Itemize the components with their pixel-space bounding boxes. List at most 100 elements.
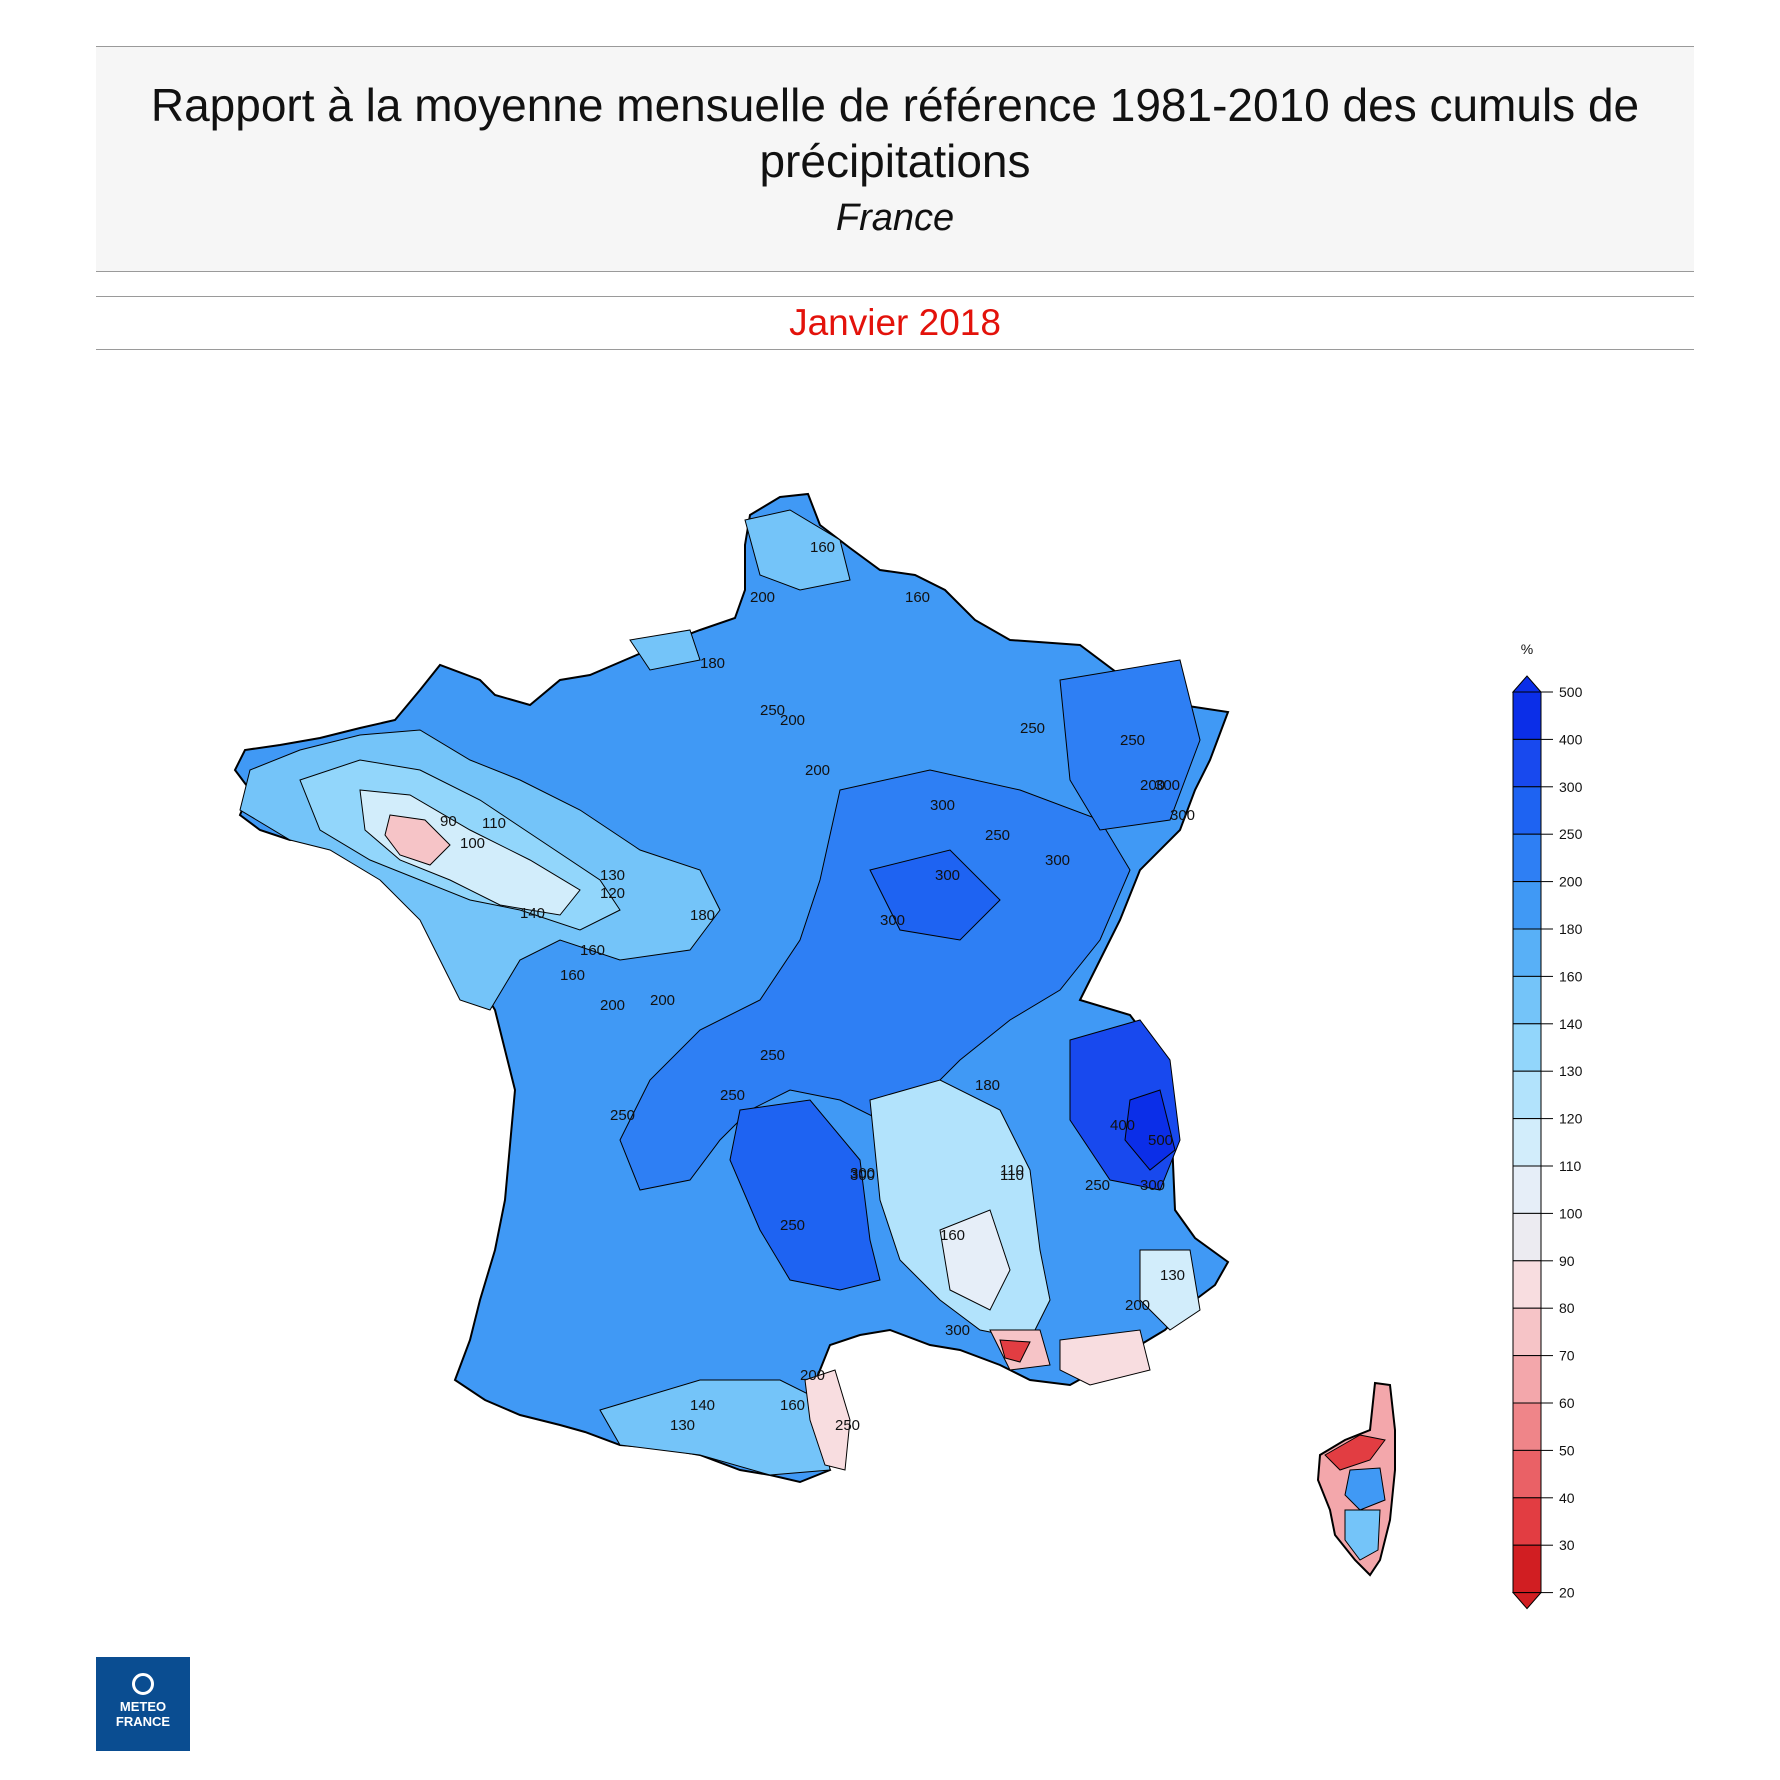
legend-unit: % bbox=[1521, 641, 1533, 657]
contour-label: 160 bbox=[580, 942, 605, 959]
contour-label: 140 bbox=[690, 1397, 715, 1414]
contour-label: 160 bbox=[560, 967, 585, 984]
contour-label: 180 bbox=[690, 907, 715, 924]
legend-swatch bbox=[1512, 786, 1542, 835]
contour-label: 300 bbox=[945, 1322, 970, 1339]
legend-swatch bbox=[1512, 1307, 1542, 1357]
contour-label: 250 bbox=[835, 1417, 860, 1434]
contour-label: 300 bbox=[930, 797, 955, 814]
contour-label: 250 bbox=[760, 1047, 785, 1064]
contour-label: 110 bbox=[1000, 1167, 1024, 1184]
legend-swatch bbox=[1512, 1544, 1542, 1594]
legend-tick-label: 130 bbox=[1559, 1063, 1583, 1079]
legend-swatch bbox=[1512, 833, 1542, 883]
legend-tick-label: 30 bbox=[1559, 1537, 1575, 1553]
legend-tick-label: 200 bbox=[1559, 874, 1583, 890]
meteo-france-logo: METEO FRANCE bbox=[96, 1657, 190, 1751]
contour-label: 200 bbox=[600, 997, 625, 1014]
legend-tick-label: 80 bbox=[1559, 1300, 1575, 1316]
legend-arrow-bottom bbox=[1511, 1592, 1543, 1610]
logo-line2: FRANCE bbox=[115, 1714, 171, 1729]
contour-label: 200 bbox=[805, 762, 830, 779]
contour-label: 250 bbox=[760, 702, 785, 719]
legend-tick-label: 110 bbox=[1559, 1158, 1582, 1174]
legend-arrow-top bbox=[1511, 675, 1543, 693]
contour-label: 130 bbox=[600, 867, 625, 884]
contour-label: 400 bbox=[1110, 1117, 1135, 1134]
contour-label: 160 bbox=[780, 1397, 805, 1414]
contour-label: 130 bbox=[670, 1417, 695, 1434]
contour-label: 130 bbox=[1160, 1267, 1185, 1284]
contour-label: 110 bbox=[482, 815, 506, 832]
contour-label: 250 bbox=[610, 1107, 635, 1124]
contour-label: 300 bbox=[935, 867, 960, 884]
contour-label: 90 bbox=[440, 813, 457, 830]
contour-label: 250 bbox=[780, 1217, 805, 1234]
contour-label: 200 bbox=[1125, 1297, 1150, 1314]
contour-label: 160 bbox=[905, 589, 930, 606]
map-title: Rapport à la moyenne mensuelle de référe… bbox=[150, 79, 1640, 187]
legend-tick-label: 40 bbox=[1559, 1490, 1575, 1506]
legend-swatch bbox=[1512, 975, 1542, 1025]
legend-tick-label: 120 bbox=[1559, 1111, 1583, 1127]
contour-label: 160 bbox=[810, 539, 835, 556]
contour-label: 160 bbox=[940, 1227, 965, 1244]
legend-swatch bbox=[1512, 1165, 1542, 1214]
legend-tick-label: 180 bbox=[1559, 921, 1583, 937]
title-panel: Rapport à la moyenne mensuelle de référe… bbox=[96, 46, 1694, 272]
contour-label: 110 bbox=[1000, 1162, 1024, 1179]
contour-label: 200 bbox=[780, 712, 805, 729]
contour-label: 100 bbox=[460, 835, 485, 852]
contour-label: 250 bbox=[720, 1087, 745, 1104]
legend-tick-label: 60 bbox=[1559, 1395, 1575, 1411]
color-legend: % 500 400 300 250 200 180 160 140 130 120 110 100 90… bbox=[1511, 641, 1583, 1610]
contour-label: 180 bbox=[700, 655, 725, 672]
contour-label: 300 bbox=[880, 912, 905, 929]
legend-swatch bbox=[1512, 881, 1542, 930]
legend-tick-label: 500 bbox=[1559, 684, 1583, 700]
legend-tick-label: 50 bbox=[1559, 1442, 1575, 1458]
legend-tick-label: 250 bbox=[1559, 826, 1583, 842]
contour-label: 200 bbox=[750, 589, 775, 606]
contour-label: 200 bbox=[1140, 777, 1165, 794]
legend-swatch bbox=[1512, 1497, 1542, 1546]
contour-label: 500 bbox=[1148, 1132, 1173, 1149]
legend-tick-label: 400 bbox=[1559, 731, 1583, 747]
contour-label: 140 bbox=[520, 905, 545, 922]
legend-swatch bbox=[1512, 1402, 1542, 1451]
contour-label: 250 bbox=[985, 827, 1010, 844]
period-panel: Janvier 2018 bbox=[96, 296, 1694, 350]
contour-label: 250 bbox=[1020, 720, 1045, 737]
contour-label: 300 bbox=[1045, 852, 1070, 869]
legend-swatch bbox=[1512, 1212, 1542, 1262]
contour-label: 180 bbox=[975, 1077, 1000, 1094]
legend-tick-label: 300 bbox=[1559, 779, 1583, 795]
legend-tick-label: 90 bbox=[1559, 1253, 1575, 1269]
legend-swatch bbox=[1512, 1355, 1542, 1404]
map-subtitle: France bbox=[835, 197, 955, 239]
france-mainland bbox=[233, 492, 1230, 1484]
legend-tick-label: 160 bbox=[1559, 968, 1583, 984]
contour-label: 300 bbox=[1170, 807, 1195, 824]
legend-tick-label: 140 bbox=[1559, 1016, 1583, 1032]
contour-label: 300 bbox=[850, 1167, 875, 1184]
contour-label: 300 bbox=[1140, 1177, 1165, 1194]
legend-swatch bbox=[1512, 928, 1542, 977]
contour-label: 300 bbox=[1155, 777, 1180, 794]
logo-icon bbox=[132, 1673, 154, 1695]
logo-line1: METEO bbox=[119, 1699, 167, 1714]
legend-tick-label: 100 bbox=[1559, 1205, 1583, 1221]
contour-label: 120 bbox=[600, 885, 625, 902]
contour-label: 250 bbox=[1085, 1177, 1110, 1194]
legend-swatch bbox=[1512, 1118, 1542, 1167]
legend-swatch bbox=[1512, 1023, 1542, 1072]
contour-label: 300 bbox=[850, 1165, 875, 1182]
legend-swatch bbox=[1512, 1449, 1542, 1499]
period-label: Janvier 2018 bbox=[789, 302, 1001, 343]
contour-label: 250 bbox=[1120, 732, 1145, 749]
contour-label: 200 bbox=[800, 1367, 825, 1384]
legend-swatch bbox=[1512, 1260, 1542, 1309]
legend-tick-label: 70 bbox=[1559, 1348, 1575, 1364]
